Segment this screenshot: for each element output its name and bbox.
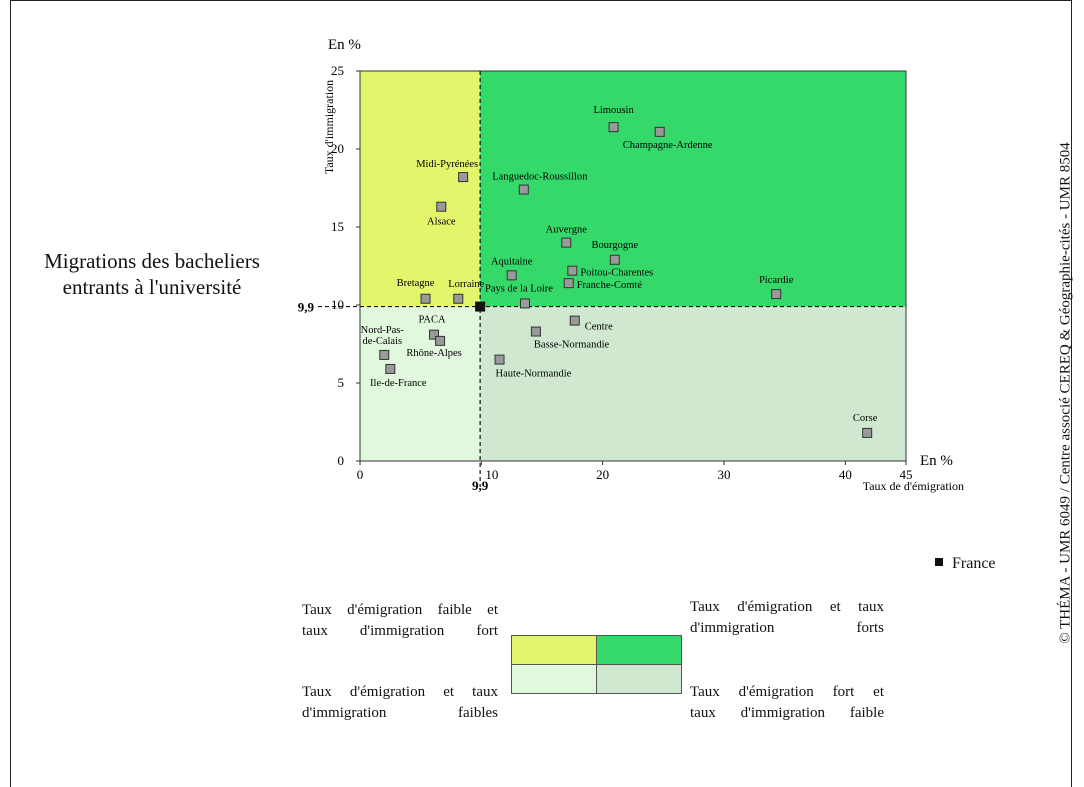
y-axis-title: Taux d'immigration [322,80,336,174]
point-label: Corse [853,413,878,424]
y-tick-label: 15 [331,219,344,234]
legend-text-bottom-right-line-1: Taux d'émigration fort et [690,684,884,700]
france-legend-label: France [952,555,996,572]
point-label: Auvergne [546,225,588,236]
data-point [862,427,873,438]
legend-text-bottom-right: Taux d'émigration fort et taux d'immigra… [690,682,884,724]
legend-text-bottom-left-line-2: d'immigration faibles [302,705,498,721]
x-axis-title: Taux de d'émigration [863,479,964,493]
x-tick-label: 30 [718,467,731,482]
data-point [569,315,580,326]
data-point [567,265,578,276]
data-point [561,237,572,248]
france-legend: France [935,555,996,573]
point-label: Ile-de-France [370,378,427,389]
point-label: Languedoc-Roussillon [492,172,588,183]
data-point [506,270,517,281]
data-point [608,122,619,133]
data-point [494,354,505,365]
data-point [385,363,396,374]
legend-text-top-right: Taux d'émigration et taux d'immigration … [690,597,884,639]
data-point [609,254,620,265]
point-label: Rhône-Alpes [406,348,461,359]
france-point [475,301,486,312]
point-label: Picardie [759,275,794,286]
quadrant-top-right [480,71,906,307]
data-point [379,349,390,360]
legend-swatch-top-right [596,635,682,665]
data-point [435,335,446,346]
x-tick-label: 10 [485,467,498,482]
threshold-label-y: 9,9 [298,300,315,315]
point-label: Limousin [593,105,634,116]
point-label: Aquitaine [491,256,533,267]
point-label: Midi-Pyrénées [416,159,478,170]
point-label: Franche-Comté [577,280,643,291]
x-tick-label: 0 [357,467,364,482]
quadrant-bottom-left [360,306,481,461]
page-title: Migrations des bacheliers entrants à l'u… [32,248,272,300]
legend-text-top-right-line-2: d'immigration forts [690,620,884,636]
x-tick-label: 20 [596,467,609,482]
point-label: Alsace [427,217,456,228]
y-unit-label: En % [328,37,361,53]
data-point [429,329,440,340]
legend-text-top-right-line-1: Taux d'émigration et taux [690,599,884,615]
point-label: Bretagne [397,278,435,289]
data-point [458,172,469,183]
point-label: PACA [418,315,445,326]
point-label: Nord-Pas- [361,325,405,336]
legend-swatch-top-left [511,635,597,665]
data-point [530,326,541,337]
legend-text-bottom-left-line-1: Taux d'émigration et taux [302,684,498,700]
france-marker-icon [935,558,943,567]
legend-text-bottom-left: Taux d'émigration et taux d'immigration … [302,682,498,724]
plot-border [359,70,907,462]
data-point [420,293,431,304]
y-tick-label: 20 [331,141,344,156]
legend-text-top-left: Taux d'émigration faible et taux d'immig… [302,600,498,642]
data-point [518,184,529,195]
point-label: Lorraine [448,279,484,290]
point-label: de-Calais [362,336,402,347]
data-point [563,278,574,289]
legend-text-bottom-right-line-2: taux d'immigration faible [690,705,884,721]
point-label: Poitou-Charentes [580,268,653,279]
x-tick-label: 40 [839,467,852,482]
point-label: Haute-Normandie [496,369,572,380]
point-label: Pays de la Loire [485,283,553,294]
point-label: Centre [585,322,613,333]
legend-text-top-left-line-2: taux d'immigration fort [302,623,498,639]
data-point [453,293,464,304]
quadrant-bottom-right [480,306,906,461]
y-tick-label: 0 [338,453,345,468]
data-point [436,201,447,212]
y-tick-label: 10 [331,297,344,312]
y-tick-label: 5 [338,375,345,390]
page-title-line-2: entrants à l'université [62,275,242,299]
y-tick-label: 25 [331,63,344,78]
x-unit-label: En % [920,453,953,469]
threshold-label-x: 9,9 [472,478,489,493]
point-label: Basse-Normandie [534,340,610,351]
data-point [520,298,531,309]
figure-frame [10,0,1072,787]
legend-swatch-bottom-left [511,664,597,694]
legend-swatch-bottom-right [596,664,682,694]
legend-text-top-left-line-1: Taux d'émigration faible et [302,602,498,618]
point-label: Champagne-Ardenne [623,140,713,151]
copyright-credit: © THÉMA - UMR 6049 / Centre associé CERE… [1057,142,1074,644]
page-title-line-1: Migrations des bacheliers [44,249,260,273]
x-tick-label: 45 [900,467,913,482]
point-label: Bourgogne [592,240,639,251]
quadrant-top-left [360,71,481,307]
data-point [771,289,782,300]
data-point [654,126,665,137]
